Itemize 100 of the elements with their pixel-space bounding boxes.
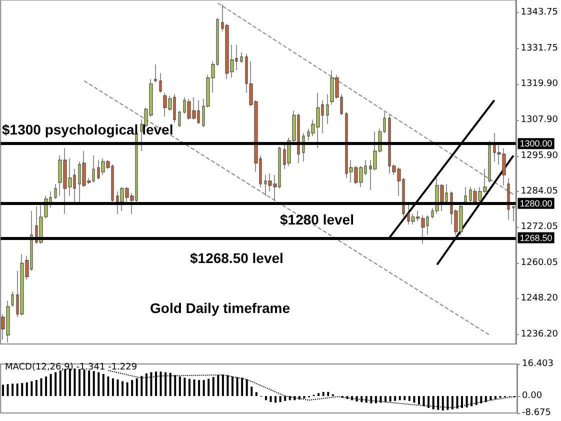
y-tick-label: 1295.90 bbox=[520, 150, 558, 161]
bar bbox=[40, 378, 42, 396]
bar bbox=[360, 396, 363, 402]
bar bbox=[131, 380, 134, 396]
bar bbox=[365, 396, 368, 403]
bar bbox=[217, 375, 220, 396]
bar bbox=[164, 372, 167, 396]
bar bbox=[374, 396, 377, 404]
bar bbox=[178, 376, 181, 396]
line-series bbox=[108, 370, 516, 408]
bar bbox=[184, 378, 186, 396]
bar bbox=[122, 381, 124, 396]
candlestick bbox=[326, 94, 329, 124]
bar bbox=[475, 396, 478, 406]
bar bbox=[188, 378, 190, 396]
bar bbox=[480, 396, 482, 404]
bar bbox=[318, 393, 320, 396]
ref-line-label: 1300.00 bbox=[520, 138, 552, 149]
bar bbox=[494, 396, 496, 399]
bar bbox=[98, 372, 100, 396]
bar bbox=[116, 379, 119, 396]
bar bbox=[232, 376, 234, 396]
bar bbox=[490, 396, 492, 400]
bar bbox=[193, 379, 196, 396]
bar bbox=[208, 378, 210, 396]
bar bbox=[102, 374, 104, 396]
bar bbox=[83, 370, 86, 396]
candlestick bbox=[178, 110, 181, 128]
bar bbox=[255, 392, 258, 396]
bar bbox=[112, 378, 114, 396]
bar bbox=[150, 372, 152, 396]
bar bbox=[21, 382, 24, 396]
bar bbox=[222, 374, 224, 396]
bar bbox=[169, 372, 172, 396]
y-tick-label: 1307.90 bbox=[520, 114, 558, 125]
bar bbox=[198, 380, 200, 396]
bar bbox=[389, 396, 392, 402]
bar bbox=[126, 382, 128, 396]
bar bbox=[270, 396, 272, 402]
bar bbox=[322, 392, 324, 396]
y-tick-label: 1260.05 bbox=[520, 258, 558, 268]
annotation: Gold Daily timeframe bbox=[150, 300, 290, 316]
bar bbox=[202, 380, 205, 396]
bar bbox=[418, 396, 420, 404]
bar bbox=[370, 396, 372, 404]
bar bbox=[35, 380, 38, 396]
annotation: $1300 psychological level bbox=[2, 122, 174, 138]
bar bbox=[145, 373, 148, 396]
ref-line-label: 1268.50 bbox=[520, 232, 552, 243]
ref-line-label: 1280.00 bbox=[520, 198, 552, 208]
y-tick-label: 1319.90 bbox=[520, 79, 558, 90]
bar bbox=[250, 386, 253, 396]
bar bbox=[2, 384, 4, 396]
bar bbox=[279, 396, 282, 402]
bar bbox=[346, 396, 348, 399]
y-tick-label: 0.00 bbox=[522, 391, 542, 402]
bar bbox=[26, 382, 28, 396]
y-tick-label: 1236.20 bbox=[520, 329, 558, 340]
bar bbox=[408, 396, 410, 401]
bar bbox=[12, 384, 14, 396]
bar bbox=[398, 396, 401, 400]
bar bbox=[327, 392, 330, 396]
bar bbox=[413, 396, 416, 403]
bar bbox=[394, 396, 396, 401]
candlestick bbox=[240, 52, 243, 64]
y-tick-label: 1343.75 bbox=[520, 8, 558, 18]
bar bbox=[380, 396, 382, 403]
bar bbox=[246, 379, 248, 396]
candlestick bbox=[159, 72, 162, 94]
annotation: $1280 level bbox=[280, 211, 354, 228]
candlestick bbox=[54, 184, 57, 200]
bar bbox=[212, 377, 214, 396]
bar bbox=[264, 396, 267, 400]
bar bbox=[74, 368, 76, 396]
bar bbox=[45, 376, 48, 396]
bar bbox=[88, 370, 90, 396]
bar bbox=[356, 396, 358, 402]
bar bbox=[30, 381, 33, 396]
y-tick-label: 1331.75 bbox=[520, 44, 558, 54]
bar bbox=[78, 369, 80, 396]
candlestick bbox=[140, 119, 143, 152]
bar bbox=[484, 396, 487, 402]
bar bbox=[404, 396, 406, 400]
bar bbox=[241, 378, 244, 396]
bar bbox=[226, 375, 229, 396]
annotation: $1268.50 level bbox=[190, 250, 284, 266]
candlestick bbox=[512, 206, 515, 222]
y-tick-label: 1284.05 bbox=[520, 186, 558, 196]
bar bbox=[50, 374, 52, 396]
bar bbox=[92, 371, 95, 396]
candlestick bbox=[488, 140, 491, 183]
bar bbox=[54, 372, 57, 396]
bar bbox=[16, 384, 18, 396]
y-tick-label: 16.403 bbox=[522, 359, 554, 369]
bar bbox=[107, 376, 110, 396]
y-tick-label: 1248.20 bbox=[520, 294, 558, 304]
candlestick bbox=[11, 291, 14, 307]
bar bbox=[140, 376, 143, 396]
bar bbox=[64, 369, 66, 396]
y-tick-label: -8.675 bbox=[522, 408, 552, 418]
